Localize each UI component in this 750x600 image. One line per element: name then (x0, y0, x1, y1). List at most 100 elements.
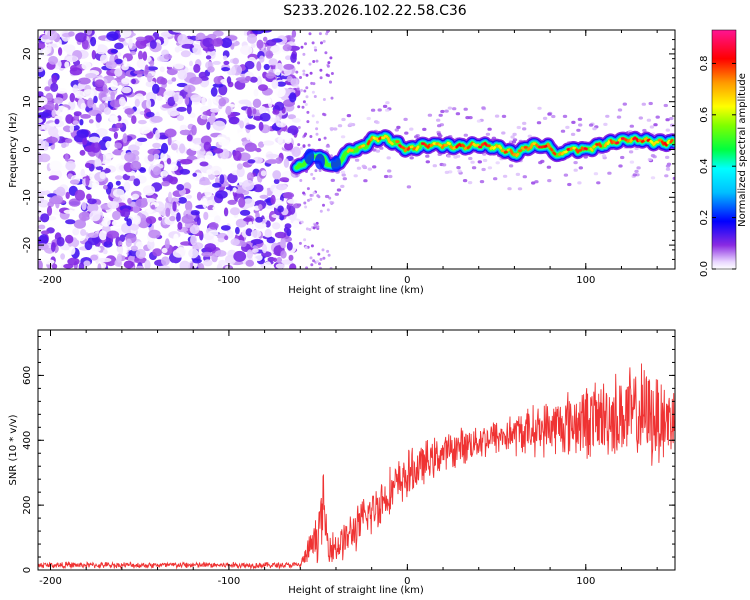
ridge-core (569, 146, 574, 151)
noise-blob (53, 209, 60, 216)
colorbar: 0.0 0.2 0.4 0.6 0.8 Normalized spectral ampl… (699, 29, 748, 277)
noise-speck (322, 39, 326, 43)
y-tick-label: 600 (22, 366, 33, 385)
noise-blob (69, 179, 80, 185)
noise-speck (311, 90, 315, 94)
noise-blob (285, 55, 292, 60)
noise-blob (280, 250, 287, 259)
ridge-core (452, 145, 457, 150)
noise-blob (186, 134, 193, 142)
noise-blob (169, 176, 178, 185)
ridge-core (429, 143, 434, 147)
noise-blob (259, 112, 271, 122)
halo-speck (663, 103, 668, 108)
noise-blob (279, 177, 290, 183)
halo-speck (425, 160, 430, 164)
noise-blob (191, 159, 203, 170)
halo-speck (437, 124, 442, 128)
noise-blob (177, 69, 188, 80)
noise-blob (225, 105, 232, 116)
noise-blob (247, 159, 256, 164)
noise-speck (327, 61, 331, 65)
noise-blob (114, 58, 123, 65)
noise-blob (178, 197, 187, 204)
noise-blob (80, 114, 91, 119)
noise-blob (84, 162, 92, 168)
noise-blob (258, 204, 263, 210)
noise-blob (265, 72, 275, 79)
noise-speck (314, 48, 318, 52)
noise-blob (121, 208, 131, 218)
noise-speck (322, 256, 326, 260)
y-tick-label: -10 (22, 189, 33, 205)
noise-blob (80, 102, 87, 110)
ridge-core (649, 139, 654, 144)
halo-speck (447, 106, 453, 110)
snr-line (38, 363, 675, 570)
noise-blob (206, 121, 211, 130)
noise-blob (256, 61, 262, 72)
noise-blob (215, 190, 228, 199)
halo-speck (571, 120, 576, 124)
noise-blob (167, 135, 172, 146)
y-tick-label: 10 (22, 95, 33, 108)
noise-blob (118, 84, 123, 92)
noise-blob (289, 263, 297, 269)
noise-blob (156, 95, 163, 101)
noise-blob (206, 200, 213, 206)
noise-blob (134, 140, 143, 147)
noise-blob (147, 72, 153, 83)
ridge-core (361, 144, 366, 148)
noise-blob (192, 258, 202, 264)
noise-blob (211, 38, 223, 47)
noise-blob (179, 129, 192, 136)
noise-blob (245, 75, 252, 82)
noise-speck (312, 226, 316, 230)
noise-blob (49, 160, 62, 172)
halo-speck (385, 108, 390, 112)
noise-speck (313, 223, 317, 227)
halo-speck (341, 117, 346, 122)
noise-blob (198, 263, 205, 269)
noise-blob (284, 142, 294, 151)
noise-speck (310, 172, 314, 176)
noise-speck (299, 76, 302, 79)
noise-blob (138, 119, 147, 125)
noise-blob (241, 179, 255, 191)
noise-blob (54, 118, 60, 125)
noise-blob (179, 260, 191, 269)
colorbar-tick-label: 0.2 (699, 210, 710, 226)
noise-blob (150, 115, 163, 123)
ridge-core (575, 148, 580, 154)
ridge-core (489, 145, 494, 150)
halo-speck (457, 169, 462, 173)
noise-blob (69, 92, 76, 103)
noise-blob (229, 124, 241, 129)
noise-blob (250, 239, 264, 245)
noise-blob (256, 76, 262, 87)
noise-speck (300, 146, 303, 150)
noise-speck (303, 201, 307, 205)
halo-speck (366, 116, 371, 121)
noise-speck (307, 198, 310, 202)
halo-speck (665, 155, 670, 159)
noise-blob (243, 217, 253, 222)
halo-speck (648, 101, 653, 106)
noise-speck (297, 61, 301, 65)
noise-blob (199, 180, 212, 186)
noise-blob (265, 159, 278, 164)
noise-blob (193, 63, 201, 73)
noise-blob (264, 228, 272, 238)
noise-blob (184, 96, 190, 106)
noise-blob (212, 148, 224, 154)
ridge-core (623, 137, 628, 142)
noise-blob (130, 160, 142, 171)
noise-blob (65, 219, 76, 225)
halo-speck (463, 133, 468, 137)
noise-blob (115, 122, 123, 129)
noise-speck (305, 86, 309, 90)
noise-blob (142, 51, 148, 61)
noise-blob (180, 124, 187, 130)
noise-blob (219, 174, 225, 185)
halo-speck (333, 127, 338, 131)
